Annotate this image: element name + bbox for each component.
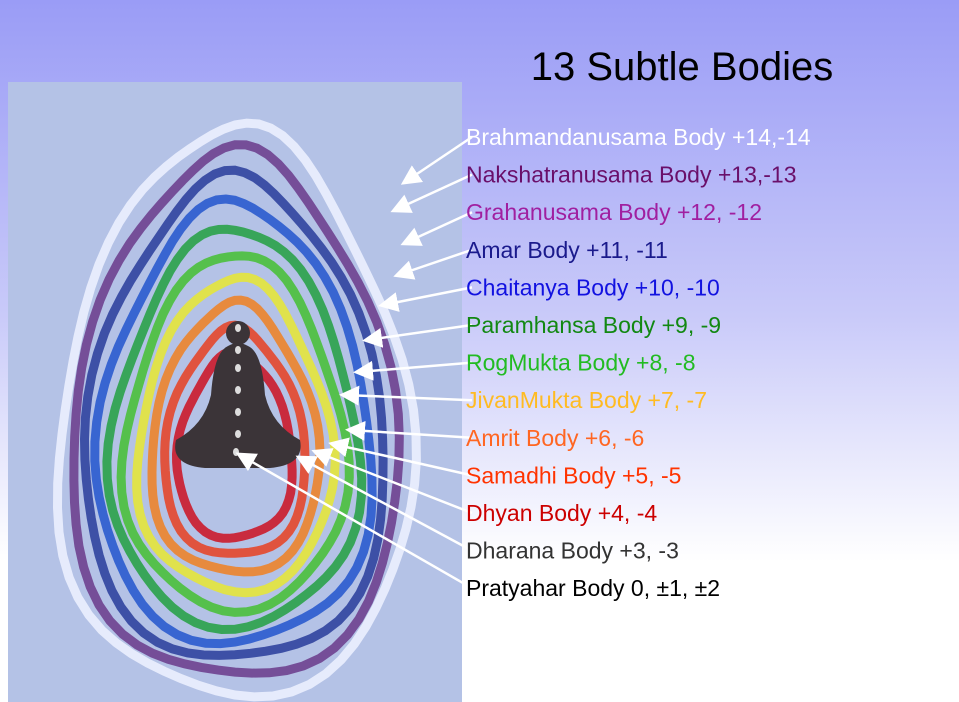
- slide-svg: 13 Subtle Bodies Brahmandanusama Body +1…: [0, 0, 959, 702]
- slide: 13 Subtle Bodies Brahmandanusama Body +1…: [0, 0, 959, 702]
- body-label: Nakshatranusama Body +13,-13: [466, 162, 797, 188]
- body-label: Brahmandanusama Body +14,-14: [466, 124, 811, 150]
- body-label: Amrit Body +6, -6: [466, 425, 644, 451]
- body-label: Dharana Body +3, -3: [466, 538, 679, 564]
- labels: Brahmandanusama Body +14,-14 Nakshatranus…: [466, 124, 811, 601]
- body-label: JivanMukta Body +7, -7: [466, 387, 707, 413]
- title: 13 Subtle Bodies: [531, 45, 833, 89]
- body-label: Amar Body +11, -11: [466, 237, 668, 263]
- body-label: Pratyahar Body 0, ±1, ±2: [466, 575, 720, 601]
- body-label: Samadhi Body +5, -5: [466, 462, 681, 488]
- body-label: Chaitanya Body +10, -10: [466, 274, 720, 300]
- body-label: Grahanusama Body +12, -12: [466, 199, 762, 225]
- body-label: RogMukta Body +8, -8: [466, 350, 695, 376]
- body-label: Paramhansa Body +9, -9: [466, 312, 721, 338]
- body-label: Dhyan Body +4, -4: [466, 500, 657, 526]
